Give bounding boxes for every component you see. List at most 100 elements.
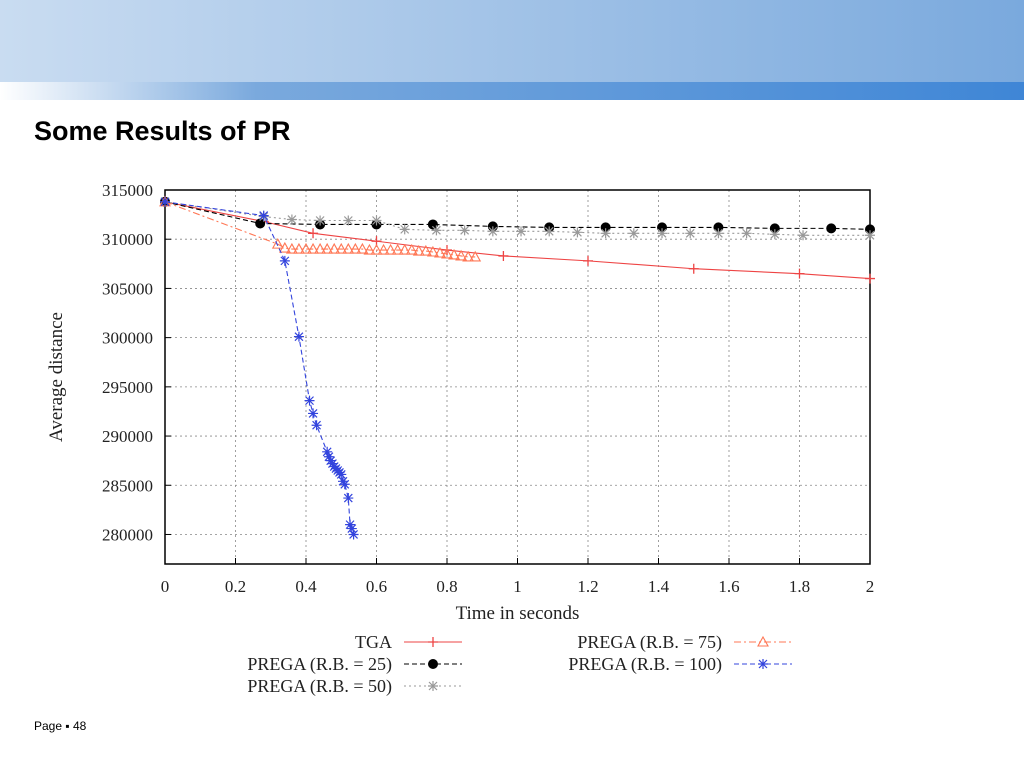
data-point (322, 446, 333, 457)
data-point (345, 519, 356, 530)
data-point (405, 243, 418, 255)
data-point (285, 242, 298, 254)
banner-top (0, 0, 1024, 82)
data-point (688, 263, 699, 274)
data-point (628, 228, 639, 239)
data-point (371, 215, 382, 226)
x-tick-label: 0.4 (295, 577, 317, 596)
y-tick-label: 300000 (102, 329, 153, 348)
data-point (826, 223, 837, 234)
x-tick-label: 1 (513, 577, 522, 596)
data-point (713, 222, 724, 233)
legend-swatch-marker (428, 637, 438, 647)
data-point (441, 247, 453, 259)
data-point (412, 244, 425, 256)
y-tick-label: 285000 (102, 476, 153, 495)
data-point (304, 395, 315, 406)
data-point (336, 469, 347, 480)
data-point (865, 224, 875, 235)
legend-entry: PREGA (R.B. = 75) (577, 632, 792, 653)
data-point (323, 451, 334, 462)
data-point (255, 218, 266, 229)
data-point (356, 242, 369, 254)
plot-frame (164, 189, 871, 565)
data-point (455, 249, 468, 261)
data-point (327, 458, 338, 469)
legend-label: PREGA (R.B. = 50) (247, 676, 392, 697)
x-tick-label: 0.8 (436, 577, 457, 596)
x-tick-label: 1.2 (577, 577, 598, 596)
data-point (741, 228, 752, 239)
page-footer: Page ▪ 48 (34, 719, 86, 733)
data-point (769, 229, 780, 240)
data-point (343, 215, 354, 226)
data-point (583, 255, 593, 266)
data-point (300, 242, 312, 254)
data-point (377, 243, 390, 255)
y-tick-label: 295000 (102, 378, 153, 397)
data-point (315, 215, 326, 226)
data-point (434, 246, 446, 258)
series-line (164, 201, 870, 236)
data-point (427, 219, 438, 230)
chart: 0 0.2 0.4 0.6 0.8 1 1.2 1.4 1.6 1.8 2 315000 310000 3… (46, 181, 875, 697)
data-point (339, 479, 350, 490)
data-point (516, 226, 527, 237)
data-point (544, 226, 555, 237)
data-point (419, 244, 432, 256)
data-point (794, 268, 805, 279)
data-point (321, 242, 334, 254)
data-point (865, 230, 875, 241)
data-point (343, 493, 354, 504)
legend-entry: TGA (355, 632, 462, 652)
legend-entry: PREGA (R.B. = 100) (568, 654, 792, 675)
data-point (462, 250, 475, 262)
page-label: Page (34, 719, 63, 733)
data-point (328, 242, 341, 254)
data-point (279, 255, 290, 266)
data-point (258, 210, 269, 221)
y-tick-label: 315000 (102, 181, 153, 200)
x-tick-label: 0 (161, 577, 170, 596)
data-point (713, 228, 724, 239)
data-point (160, 196, 170, 207)
series-4 (160, 196, 359, 540)
legend-label: PREGA (R.B. = 25) (247, 654, 392, 675)
data-point (685, 228, 696, 239)
data-point (448, 248, 460, 260)
x-tick-label: 2 (866, 577, 875, 596)
data-point (325, 455, 336, 466)
data-point (398, 243, 411, 255)
legend-entry: PREGA (R.B. = 25) (247, 654, 462, 675)
x-tick-label: 1.6 (718, 577, 739, 596)
data-point (346, 523, 357, 534)
x-tick-label: 0.2 (225, 577, 246, 596)
legend-label: TGA (355, 632, 392, 652)
x-tick-label: 0.6 (366, 577, 387, 596)
page-separator: ▪ (65, 719, 70, 733)
data-point (391, 243, 404, 255)
data-point (459, 225, 470, 236)
data-point (572, 227, 583, 238)
series-3 (159, 195, 482, 262)
data-point (293, 242, 305, 254)
x-tick-label: 1.8 (789, 577, 810, 596)
x-tick-label: 1.4 (648, 577, 670, 596)
data-point (335, 242, 348, 254)
data-point (370, 243, 383, 255)
data-point (600, 222, 611, 233)
data-point (769, 223, 780, 234)
y-tick-label: 280000 (102, 525, 153, 544)
data-point (307, 242, 319, 254)
data-point (657, 222, 668, 233)
data-point (308, 228, 319, 239)
data-point (311, 420, 322, 431)
y-tick-label: 290000 (102, 427, 153, 446)
y-axis-label: Average distance (46, 312, 67, 442)
legend-entry: PREGA (R.B. = 50) (247, 676, 462, 697)
data-point (798, 230, 809, 241)
data-point (384, 243, 397, 255)
legend-label: PREGA (R.B. = 100) (568, 654, 722, 675)
legend-swatch-marker (428, 681, 438, 691)
data-point (286, 214, 297, 225)
